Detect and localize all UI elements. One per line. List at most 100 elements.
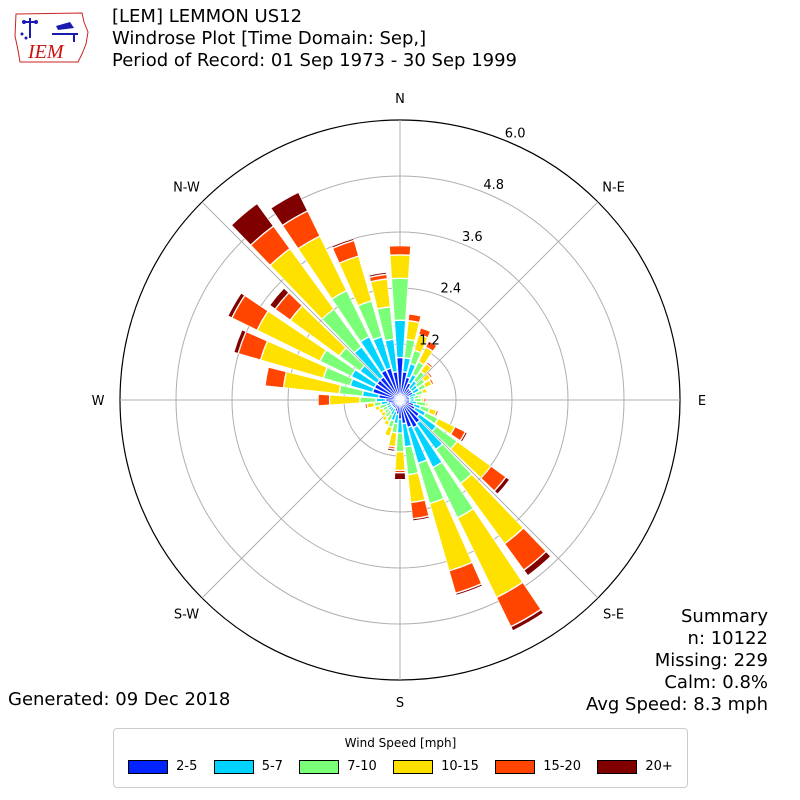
bar-segment-70-15-20: [425, 387, 429, 393]
bar-segment-270-15-20: [318, 394, 330, 406]
bar-segment-60-10-15: [423, 380, 432, 388]
bar-segment-200-15-20: [384, 434, 390, 438]
bar-segment-120-15-20: [450, 426, 466, 441]
bar-segment-240-10-15: [378, 408, 385, 414]
bar-segment-290-7-10: [323, 367, 353, 386]
title-line-station: [LEM] LEMMON US12: [112, 6, 303, 27]
bar-segment-300-15-20: [231, 295, 269, 331]
bar-segment-50-7-10: [415, 378, 425, 388]
bar-segment-40-7-10: [413, 371, 425, 384]
bar-segment-230-5-7: [388, 405, 394, 411]
bar-segment-230-10-15: [380, 411, 387, 417]
bar-segment-280-10-15: [283, 371, 341, 394]
grid-spoke: [201, 399, 401, 599]
bar-segment-180-5-7: [397, 419, 403, 433]
bar-segment-160-10-15: [429, 498, 473, 571]
bar-segment-290-2-5: [372, 388, 401, 401]
bar-segment-110-15-20: [434, 410, 439, 417]
direction-label-S: S: [396, 696, 404, 711]
bar-segment-20-2-5: [399, 377, 410, 401]
bar-segment-250-5-7: [386, 402, 392, 407]
legend-item-15-20: 15-20: [495, 759, 581, 774]
bar-segment-40-15-20: [426, 361, 433, 368]
bar-segment-50-5-7: [410, 385, 418, 392]
bar-segment-140-20+: [523, 551, 551, 576]
bar-segment-40-5-7: [408, 380, 417, 390]
bar-segment-60-15-20: [429, 378, 434, 385]
bar-segment-80-7-10: [414, 395, 419, 399]
bar-segment-20-10-15: [414, 334, 428, 353]
direction-label-N: N: [395, 92, 405, 107]
bar-segment-50-2-5: [399, 389, 412, 401]
bar-segment-140-15-20: [504, 527, 547, 571]
bar-segment-190-5-7: [394, 414, 399, 424]
bar-segment-240-5-7: [387, 404, 393, 409]
bar-segment-210-10-15: [383, 419, 390, 426]
logo-text: IEM: [27, 41, 65, 63]
bar-segment-80-5-7: [409, 396, 415, 400]
summary-calm: Calm: 0.8%: [664, 672, 768, 693]
bar-segment-80-2-5: [399, 397, 410, 401]
bar-segment-60-2-5: [399, 391, 413, 401]
bar-segment-40-10-15: [420, 363, 432, 375]
grid-spoke: [399, 399, 599, 599]
bar-segment-120-7-10: [423, 412, 439, 424]
bar-segment-290-10-15: [260, 340, 328, 379]
direction-label-W: W: [92, 394, 105, 409]
legend-label: 15-20: [543, 759, 582, 774]
radial-tick-label: 1.2: [419, 333, 440, 348]
bar-segment-120-20+: [460, 431, 468, 443]
bar-segment-170-7-10: [404, 445, 419, 475]
bar-segment-120-10-15: [435, 418, 455, 435]
bar-segment-280-5-7: [362, 390, 380, 399]
bar-segment-90-7-10: [414, 398, 422, 402]
legend-swatch: [213, 759, 254, 774]
bar-segment-350-15-20: [369, 274, 388, 282]
bar-segment-300-5-7: [351, 369, 377, 388]
bar-segment-280-15-20: [265, 367, 287, 388]
summary-n: n: 10122: [687, 628, 768, 649]
legend-swatch: [495, 759, 536, 774]
bar-segment-330-15-20: [282, 211, 320, 249]
summary-block: Summary n: 10122 Missing: 229 Calm: 0.8%…: [586, 606, 768, 716]
grid-spoke: [399, 201, 599, 401]
bar-segment-70-7-10: [415, 390, 423, 396]
bar-segment-30-15-20: [425, 340, 437, 352]
bar-segment-270-7-10: [360, 396, 377, 404]
bar-segment-100-7-10: [416, 401, 426, 407]
bar-segment-30-2-5: [399, 382, 411, 401]
bar-segment-110-7-10: [419, 405, 430, 413]
bar-segment-160-7-10: [417, 460, 444, 504]
bar-segment-170-10-15: [407, 472, 426, 503]
bar-segment-200-10-15: [384, 425, 393, 437]
legend-item-5-7: 5-7: [213, 759, 283, 774]
polar-grid: [119, 119, 681, 681]
legend-label: 10-15: [441, 759, 479, 774]
title-line-plot: Windrose Plot [Time Domain: Sep,]: [112, 28, 427, 49]
bar-segment-10-10-15: [406, 320, 420, 341]
bar-segment-340-15-20: [332, 240, 359, 264]
bar-segment-190-7-10: [391, 423, 398, 433]
bar-segment-70-10-15: [421, 388, 428, 394]
bar-segment-260-5-7: [381, 400, 389, 405]
bar-segment-200-20+: [383, 435, 390, 439]
bar-segment-320-2-5: [380, 376, 401, 401]
bar-segment-240-7-10: [382, 406, 389, 411]
bar-segment-230-7-10: [384, 408, 390, 414]
bar-segment-140-2-5: [399, 399, 420, 424]
bar-segment-300-7-10: [319, 350, 356, 377]
bar-segment-340-10-15: [339, 256, 372, 306]
bar-segment-20-7-10: [410, 350, 422, 366]
legend-label: 20+: [645, 759, 673, 774]
bar-segment-140-7-10: [435, 443, 472, 484]
bar-segment-340-2-5: [386, 368, 401, 401]
bar-segment-260-10-15: [367, 402, 375, 409]
legend-label: 2-5: [176, 759, 198, 774]
bar-segment-330-2-5: [381, 370, 401, 401]
bar-segment-0-10-15: [389, 255, 411, 279]
bar-segment-10-15-20: [408, 313, 422, 323]
bar-segment-150-7-10: [432, 462, 474, 518]
bar-segment-150-15-20: [496, 582, 541, 627]
bar-segment-220-10-15: [381, 415, 388, 422]
legend-items: 2-5 5-7 7-10 10-15 15-20 20+: [114, 759, 687, 774]
